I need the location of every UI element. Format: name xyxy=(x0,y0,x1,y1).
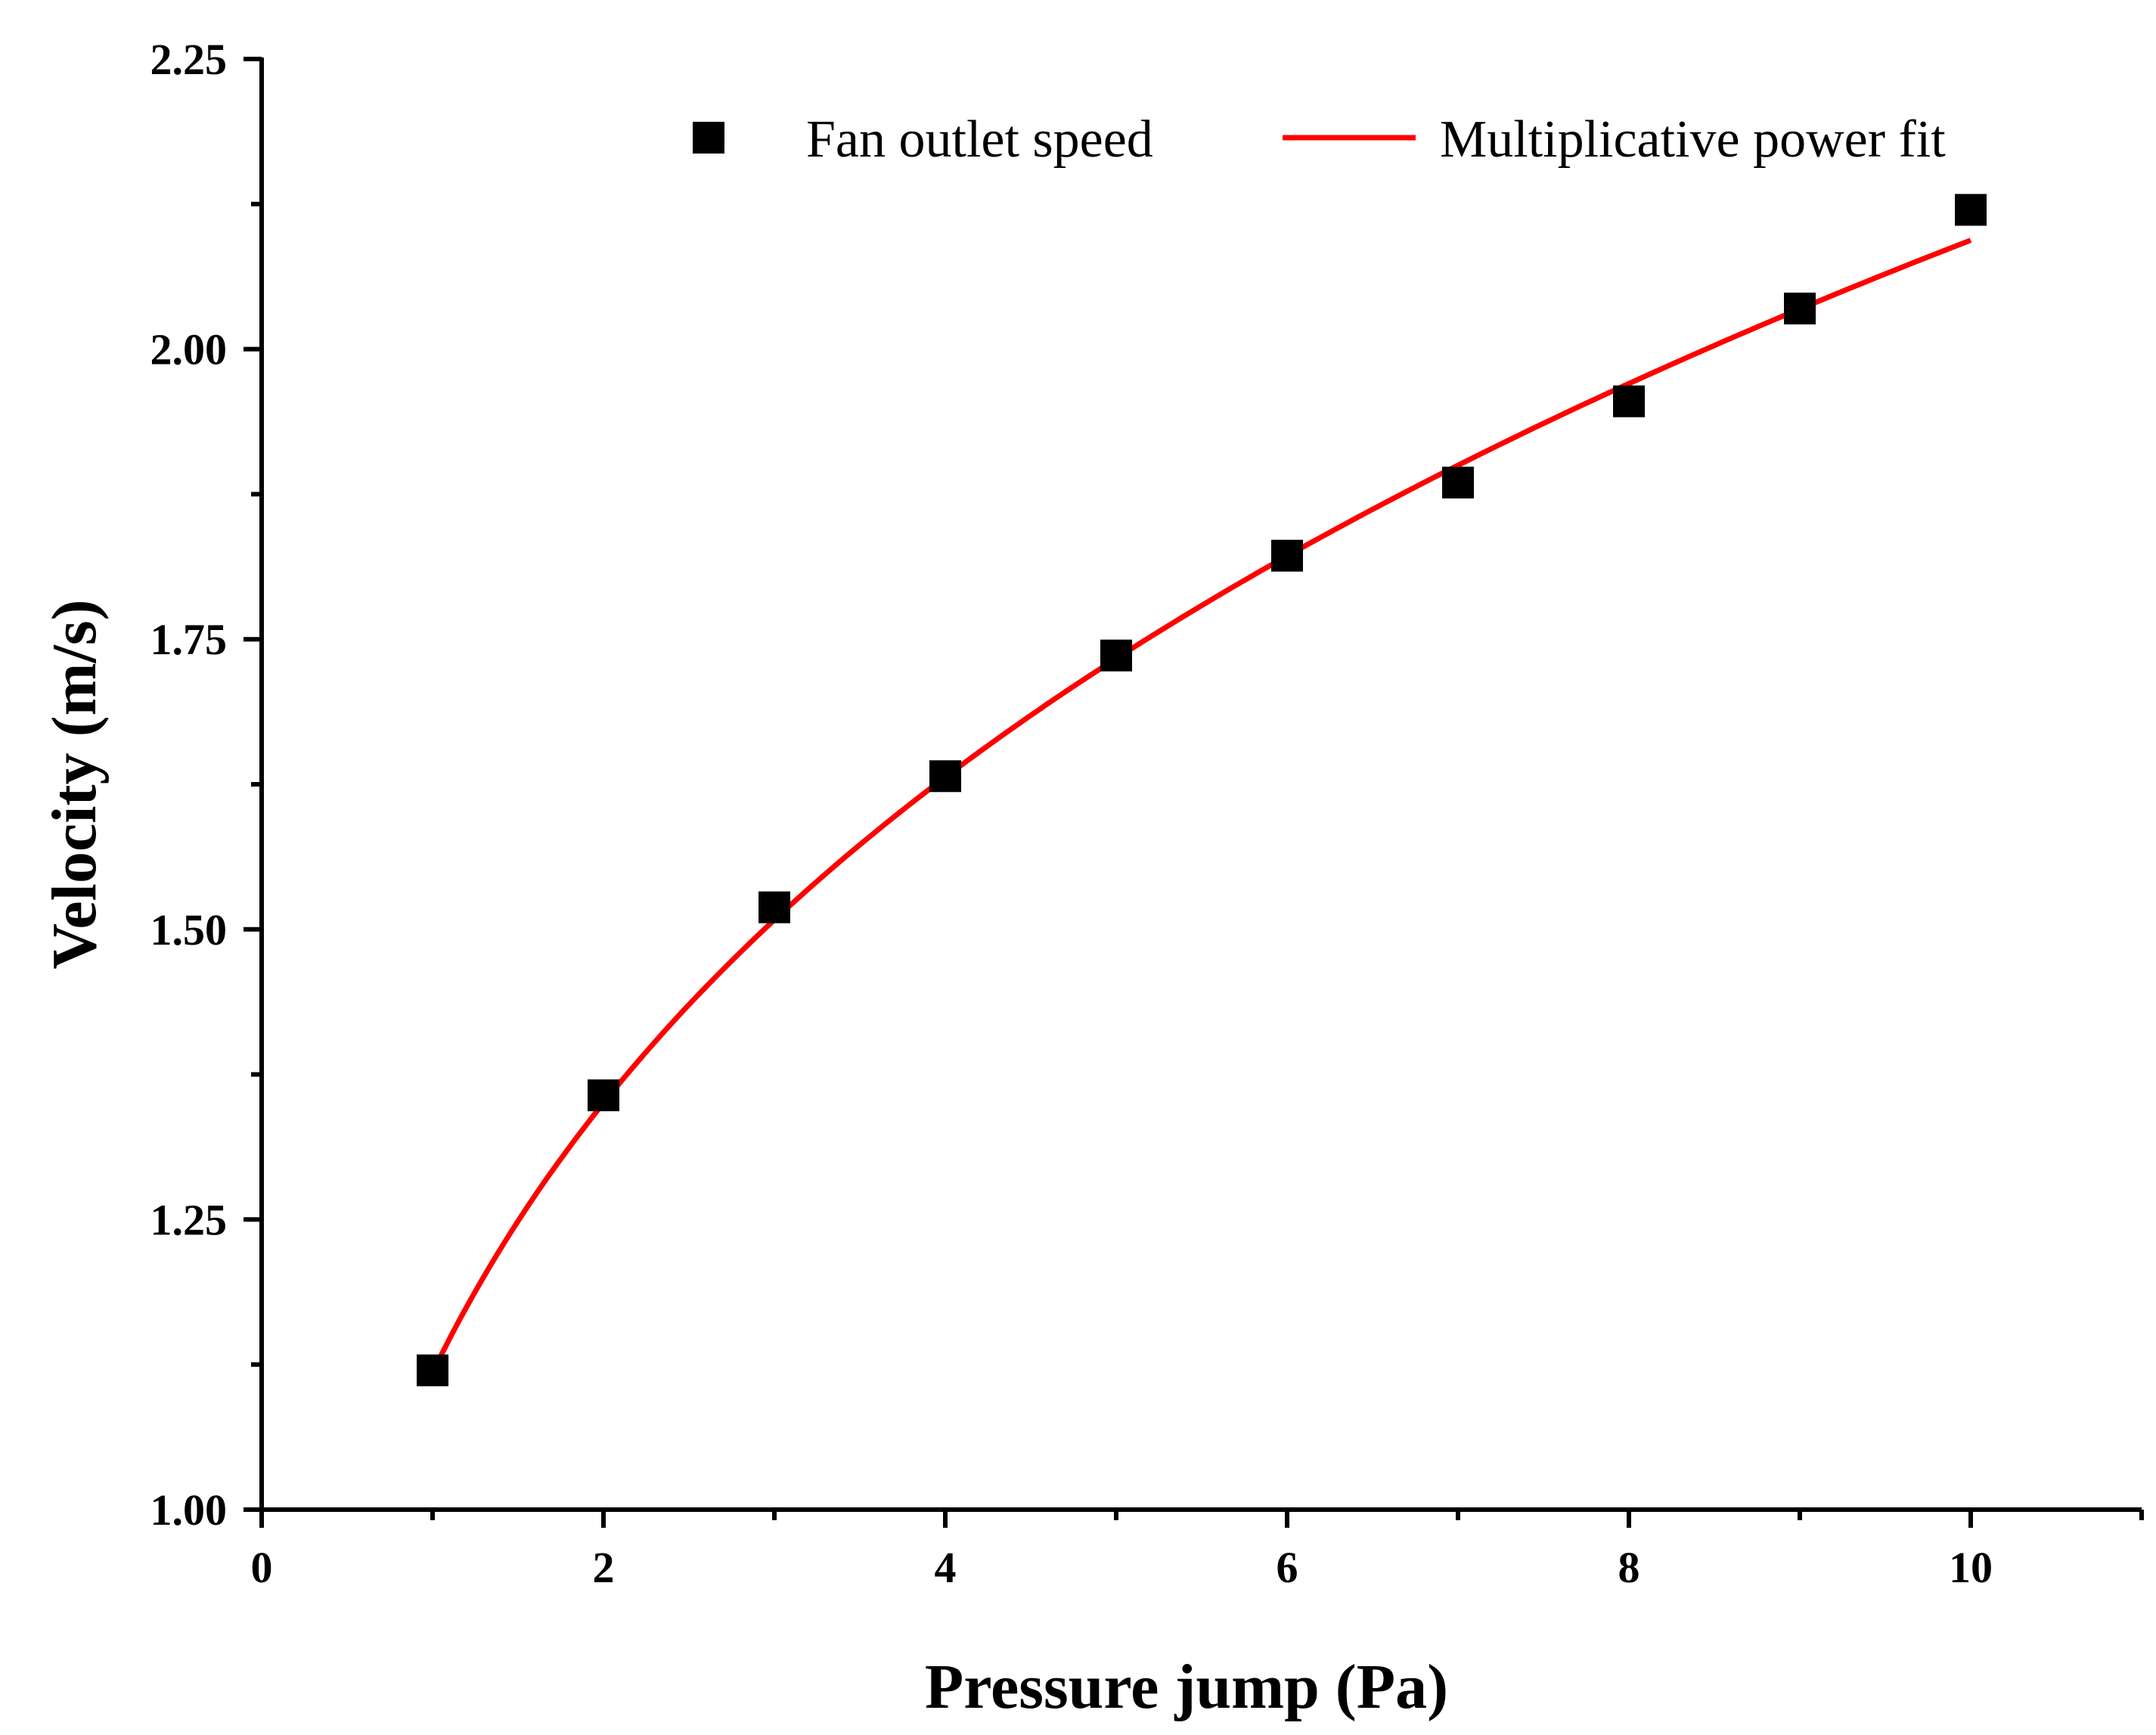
y-ticks: 1.00 1.25 1.50 1.75 2.00 2.25 xyxy=(150,35,262,1535)
fit-line xyxy=(430,237,1972,1374)
x-tick-label: 8 xyxy=(1618,1543,1640,1592)
y-axis-title: Velocity (m/s) xyxy=(39,599,110,969)
y-tick-label: 2.00 xyxy=(150,325,228,374)
data-point xyxy=(1271,539,1303,572)
x-tick-label: 4 xyxy=(935,1543,957,1592)
data-point xyxy=(1955,194,1987,226)
x-tick-label: 2 xyxy=(593,1543,615,1592)
data-point xyxy=(929,760,961,793)
x-tick-label: 0 xyxy=(251,1543,273,1592)
y-tick-label: 1.75 xyxy=(150,615,228,664)
data-point xyxy=(1784,292,1816,324)
x-axis-title: Pressure jump (Pa) xyxy=(925,1652,1448,1722)
legend-marker-fan-outlet-speed xyxy=(693,122,724,154)
x-tick-label: 6 xyxy=(1277,1543,1298,1592)
data-point xyxy=(1442,467,1474,499)
legend: Fan outlet speed Multiplicative power fi… xyxy=(693,110,1946,169)
y-tick-label: 1.50 xyxy=(150,905,228,954)
y-tick-label: 1.25 xyxy=(150,1195,228,1244)
data-point xyxy=(417,1354,448,1386)
data-point xyxy=(588,1079,619,1112)
data-point xyxy=(1613,385,1645,417)
y-tick-label: 1.00 xyxy=(150,1485,228,1535)
x-ticks: 0 2 4 6 8 10 xyxy=(251,1510,2144,1592)
x-tick-label: 10 xyxy=(1949,1543,1993,1592)
legend-label-fan-outlet-speed: Fan outlet speed xyxy=(806,110,1153,169)
y-tick-label: 2.25 xyxy=(150,35,228,84)
fit-layer xyxy=(430,237,1972,1374)
points-layer xyxy=(417,194,1987,1386)
legend-label-power-fit: Multiplicative power fit xyxy=(1440,110,1946,169)
data-point xyxy=(1100,639,1132,672)
data-point xyxy=(758,891,790,923)
